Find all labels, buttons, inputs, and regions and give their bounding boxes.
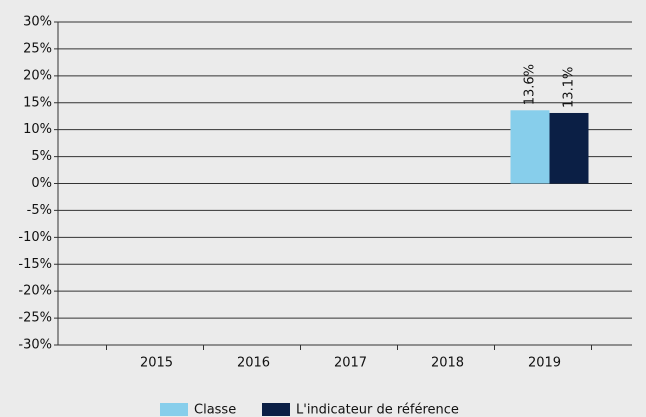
y-tick-label: -25% [18,311,52,326]
y-tick-label: 15% [23,95,52,110]
value-label: 13.1% [562,67,577,108]
y-tick-label: 0% [31,176,52,191]
legend-swatch [160,403,188,416]
x-tick-label: 2015 [140,356,173,371]
bar [549,112,589,184]
y-tick-label: -10% [18,230,52,245]
x-tick-label: 2018 [431,356,464,371]
x-tick-label: 2017 [334,356,367,371]
value-label: 13.6% [523,64,538,105]
legend-label: L'indicateur de référence [296,403,459,417]
y-tick-label: -30% [18,338,52,353]
legend-label: Classe [194,403,236,417]
y-tick-label: 10% [23,122,52,137]
y-tick-label: 5% [31,149,52,164]
x-tick-label: 2019 [528,356,561,371]
legend-swatch [262,403,290,416]
y-tick-label: 25% [23,41,52,56]
y-tick-label: -5% [27,203,52,218]
y-tick-label: -15% [18,257,52,272]
y-tick-label: 20% [23,68,52,83]
y-tick-label: 30% [23,15,52,30]
y-tick-label: -20% [18,284,52,299]
bar [510,110,550,184]
x-tick-label: 2016 [237,356,270,371]
